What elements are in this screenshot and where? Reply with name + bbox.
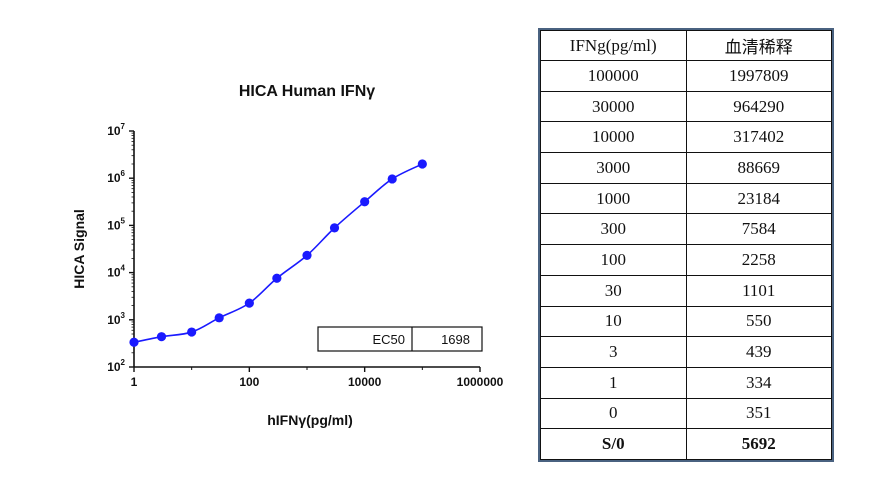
table-row: 3000 88669 xyxy=(540,152,832,184)
table-row: 10 550 xyxy=(540,305,832,338)
table-cell-concentration: 0 xyxy=(540,397,687,430)
table-row: 3 439 xyxy=(540,336,832,368)
data-point xyxy=(244,298,254,308)
x-axis: 1 100 10000 1000000 xyxy=(131,366,504,389)
table-cell-concentration: 3 xyxy=(540,336,687,368)
table-row: 1 334 xyxy=(540,366,832,399)
table-row: 30000 964290 xyxy=(540,90,832,123)
data-point xyxy=(187,327,197,337)
table-cell-signal: 1101 xyxy=(685,274,832,307)
data-point xyxy=(156,332,167,342)
data-points xyxy=(129,159,427,347)
table-cell-concentration: 300 xyxy=(540,213,687,246)
y-tick-label: 102 xyxy=(107,358,125,374)
table-cell-concentration: 30000 xyxy=(540,90,687,123)
table-row: 30 1101 xyxy=(540,274,832,307)
table-row: 300 7584 xyxy=(540,213,832,246)
table-cell-signal: 1997809 xyxy=(685,60,832,92)
table-cell-concentration: 100 xyxy=(540,244,687,276)
table-header-row: IFNg(pg/ml) 血清稀释 xyxy=(540,30,832,61)
y-tick-label: 107 xyxy=(107,122,125,138)
table-row: 10000 317402 xyxy=(540,121,832,154)
table-cell-concentration: 10000 xyxy=(540,121,687,154)
ec50-box-frame xyxy=(317,326,483,352)
data-point xyxy=(360,197,370,207)
data-point xyxy=(417,159,427,169)
data-point xyxy=(272,273,282,283)
table-summary-value: 5692 xyxy=(685,428,832,460)
x-axis-title: hIFNγ(pg/ml) xyxy=(267,412,353,428)
table-cell-concentration: 100000 xyxy=(540,60,687,92)
y-tick-label: 104 xyxy=(107,264,125,280)
table-row: 100000 1997809 xyxy=(540,60,832,92)
table-row: 1000 23184 xyxy=(540,182,832,215)
data-point xyxy=(329,223,340,233)
data-point xyxy=(214,313,224,323)
table-summary-row: S/0 5692 xyxy=(540,428,832,460)
table-cell-signal: 7584 xyxy=(685,213,832,246)
data-point xyxy=(129,337,139,347)
table-cell-signal: 334 xyxy=(685,366,832,399)
table-cell-signal: 964290 xyxy=(685,90,832,123)
chart-title: HICA Human IFNγ xyxy=(239,83,375,100)
table-cell-concentration: 10 xyxy=(540,305,687,338)
table-cell-signal: 23184 xyxy=(685,182,832,215)
x-tick-label: 100 xyxy=(239,375,259,389)
y-axis: 102 103 104 105 106 107 xyxy=(107,122,135,374)
ec50-box: EC50 1698 xyxy=(317,326,483,352)
x-tick-label: 1 xyxy=(131,375,138,389)
ec50-value: 1698 xyxy=(441,332,470,347)
table-summary-label: S/0 xyxy=(540,428,687,460)
x-tick-label: 1000000 xyxy=(457,375,504,389)
fit-curve-line xyxy=(133,163,423,344)
table-header-serum-dilution: 血清稀释 xyxy=(685,30,832,61)
table-cell-concentration: 30 xyxy=(540,274,687,307)
data-point xyxy=(387,174,397,184)
ec50-label: EC50 xyxy=(372,332,405,347)
table-cell-signal: 2258 xyxy=(685,244,832,276)
x-tick-label: 10000 xyxy=(348,375,382,389)
table-cell-signal: 317402 xyxy=(685,121,832,154)
data-table: IFNg(pg/ml) 血清稀释 100000 1997809 30000 9642… xyxy=(540,30,832,460)
table-cell-signal: 439 xyxy=(685,336,832,368)
table-cell-signal: 88669 xyxy=(685,152,832,184)
table-cell-signal: 550 xyxy=(685,305,832,338)
table-header-concentration: IFNg(pg/ml) xyxy=(540,30,687,61)
table-cell-concentration: 1 xyxy=(540,366,687,399)
table-row: 0 351 xyxy=(540,397,832,430)
data-point xyxy=(302,250,312,260)
y-axis-title: HICA Signal xyxy=(71,209,87,289)
table-cell-signal: 351 xyxy=(685,397,832,430)
y-tick-label: 105 xyxy=(107,216,125,232)
table-row: 100 2258 xyxy=(540,244,832,276)
table-cell-concentration: 1000 xyxy=(540,182,687,215)
table-cell-concentration: 3000 xyxy=(540,152,687,184)
y-tick-label: 103 xyxy=(107,311,125,327)
data-table-panel: IFNg(pg/ml) 血清稀释 100000 1997809 30000 9642… xyxy=(538,28,834,462)
y-tick-label: 106 xyxy=(107,169,125,185)
